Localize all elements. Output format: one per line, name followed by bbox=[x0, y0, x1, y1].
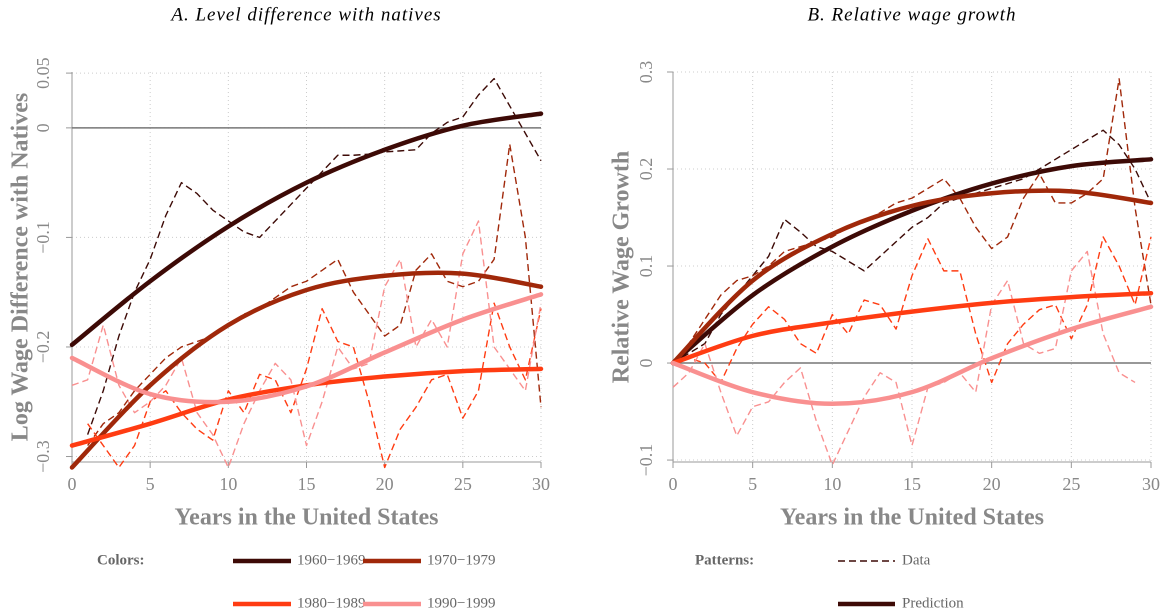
legend-label: 1980−1989 bbox=[297, 595, 365, 611]
legend-label: 1960−1969 bbox=[297, 552, 365, 568]
x-axis-label: Years in the United States bbox=[780, 505, 1044, 531]
prediction-line bbox=[670, 290, 1154, 366]
x-tick-label: 25 bbox=[1062, 474, 1080, 494]
x-tick-label: 5 bbox=[146, 474, 155, 494]
x-axis-label: Years in the United States bbox=[175, 505, 439, 531]
y-tick-label: 0.3 bbox=[636, 61, 656, 84]
y-tick-label: 0 bbox=[636, 359, 656, 368]
data-line bbox=[87, 302, 542, 469]
y-tick-label: −0.1 bbox=[636, 444, 656, 477]
y-tick-label: 0.1 bbox=[636, 255, 656, 278]
y-axis-label: Log Wage Difference with Natives bbox=[8, 93, 34, 441]
x-tick-label: 30 bbox=[1142, 474, 1160, 494]
x-tick-label: 0 bbox=[669, 474, 678, 494]
y-tick-label: −0.2 bbox=[33, 331, 53, 364]
x-tick-label: 15 bbox=[298, 474, 316, 494]
legend-label: 1970−1979 bbox=[427, 552, 495, 568]
legend-heading: Colors: bbox=[97, 552, 145, 568]
x-tick-label: 25 bbox=[454, 474, 472, 494]
x-tick-label: 10 bbox=[823, 474, 841, 494]
legend-label: 1990−1999 bbox=[427, 595, 495, 611]
chart-title: A. Level difference with natives bbox=[169, 4, 441, 25]
data-line bbox=[71, 220, 542, 469]
y-tick-label: 0.05 bbox=[33, 57, 53, 89]
y-tick-label: −0.3 bbox=[33, 440, 53, 473]
prediction-line bbox=[670, 157, 1154, 366]
x-tick-label: 0 bbox=[68, 474, 77, 494]
prediction-line bbox=[69, 270, 544, 470]
chart-title: B. Relative wage growth bbox=[807, 4, 1016, 25]
legend-label: Data bbox=[902, 552, 931, 568]
x-tick-label: 5 bbox=[748, 474, 757, 494]
legend-heading: Patterns: bbox=[695, 552, 754, 568]
y-tick-label: −0.1 bbox=[33, 221, 53, 254]
data-line bbox=[672, 236, 1152, 384]
data-line bbox=[87, 143, 542, 446]
prediction-line bbox=[69, 292, 544, 405]
data-line bbox=[672, 129, 1152, 364]
y-tick-label: 0.2 bbox=[636, 158, 656, 181]
y-tick-label: 0 bbox=[33, 123, 53, 132]
prediction-line bbox=[69, 111, 544, 348]
x-tick-label: 20 bbox=[376, 474, 394, 494]
data-line bbox=[672, 250, 1136, 466]
data-line bbox=[672, 78, 1152, 364]
x-tick-label: 20 bbox=[983, 474, 1001, 494]
x-tick-label: 10 bbox=[219, 474, 237, 494]
x-tick-label: 30 bbox=[532, 474, 550, 494]
prediction-line bbox=[670, 188, 1154, 366]
y-axis-label: Relative Wage Growth bbox=[609, 151, 635, 383]
legend-label: Prediction bbox=[902, 595, 964, 611]
prediction-line bbox=[670, 304, 1154, 407]
x-tick-label: 15 bbox=[903, 474, 921, 494]
